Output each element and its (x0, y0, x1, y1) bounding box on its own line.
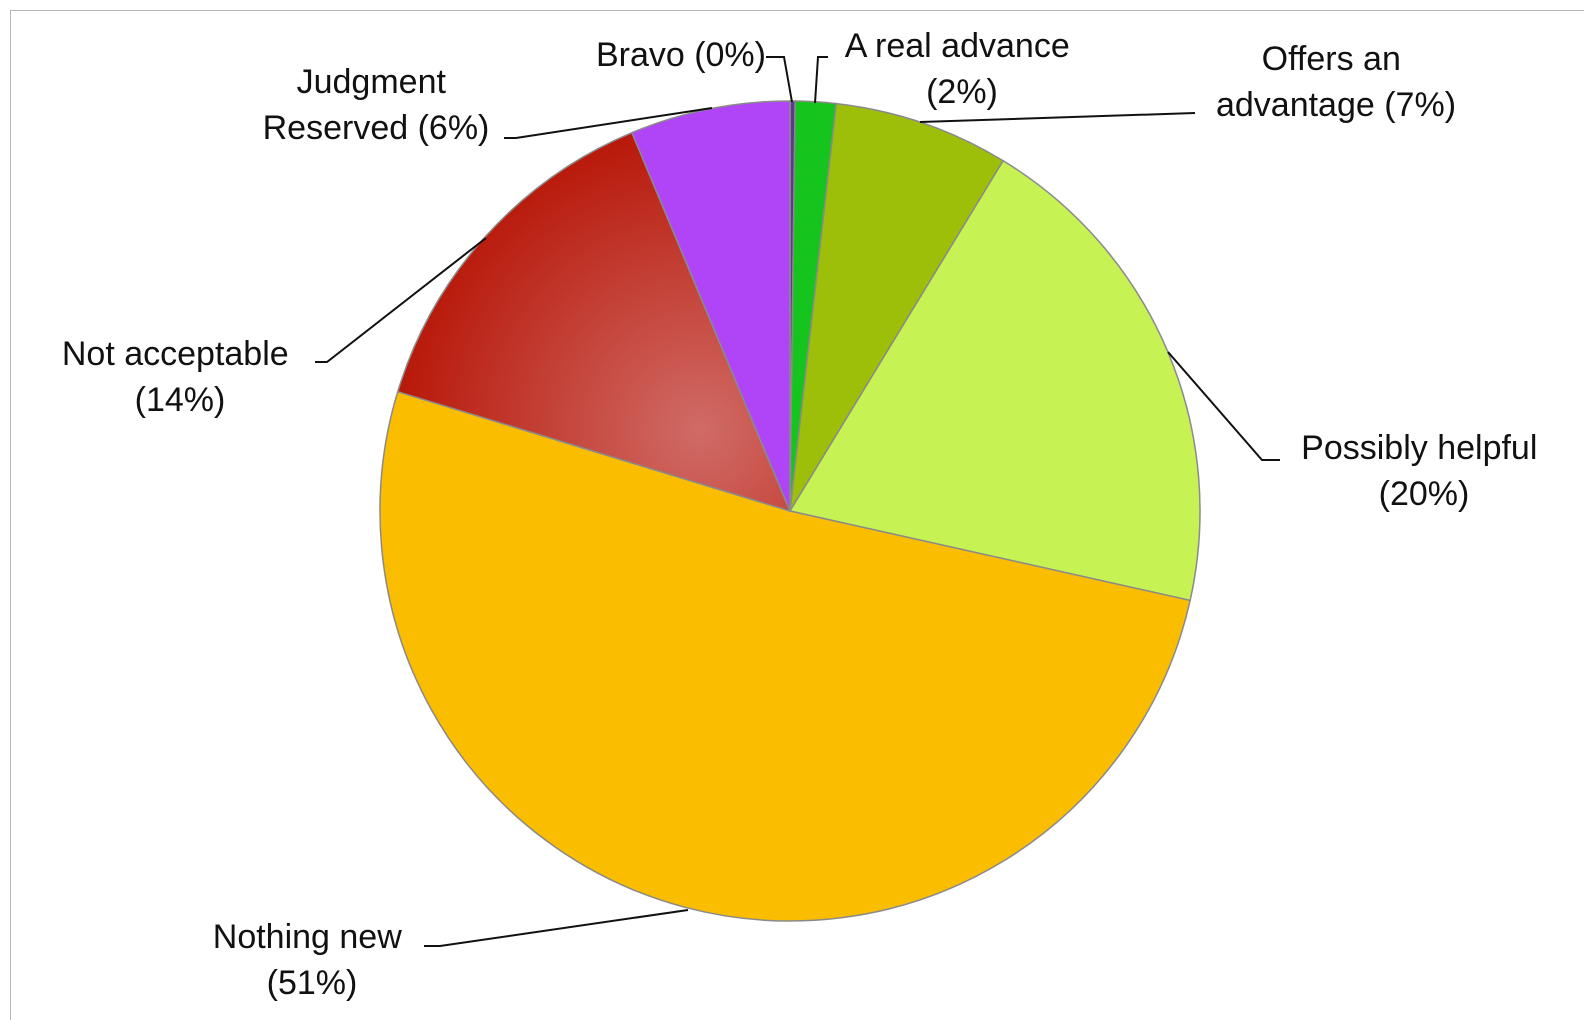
leader-judgment-reserved (504, 107, 713, 139)
leader-lines (315, 56, 1280, 947)
leader-bravo (766, 56, 793, 103)
pie-slices (379, 100, 1201, 922)
label-not-acceptable: Not acceptable (14%) (62, 335, 298, 419)
label-real-advance: A real advance (2%) (845, 27, 1079, 111)
leader-offers-advantage (919, 112, 1196, 123)
leader-real-advance (814, 56, 828, 104)
label-nothing-new: Nothing new (51%) (213, 918, 411, 1002)
label-bravo: Bravo (0%) (596, 36, 766, 74)
label-judgment-reserved: Judgment Reserved (6%) (263, 63, 490, 147)
leader-not-acceptable (315, 237, 487, 363)
pie-slice-advantage (789, 102, 1005, 512)
leader-nothing-new (424, 909, 689, 947)
pie-slice-nothingnew (379, 390, 1192, 922)
pie-slice-helpful (788, 159, 1201, 602)
pie-slice-notaccept (396, 131, 792, 513)
label-offers-advantage: Offers an advantage (7%) (1216, 40, 1456, 124)
leader-possibly-helpful (1167, 351, 1280, 461)
label-possibly-helpful: Possibly helpful (20%) (1301, 429, 1547, 513)
slice-labels: Bravo (0%) A real advance (2%) Offers an… (62, 27, 1547, 1002)
